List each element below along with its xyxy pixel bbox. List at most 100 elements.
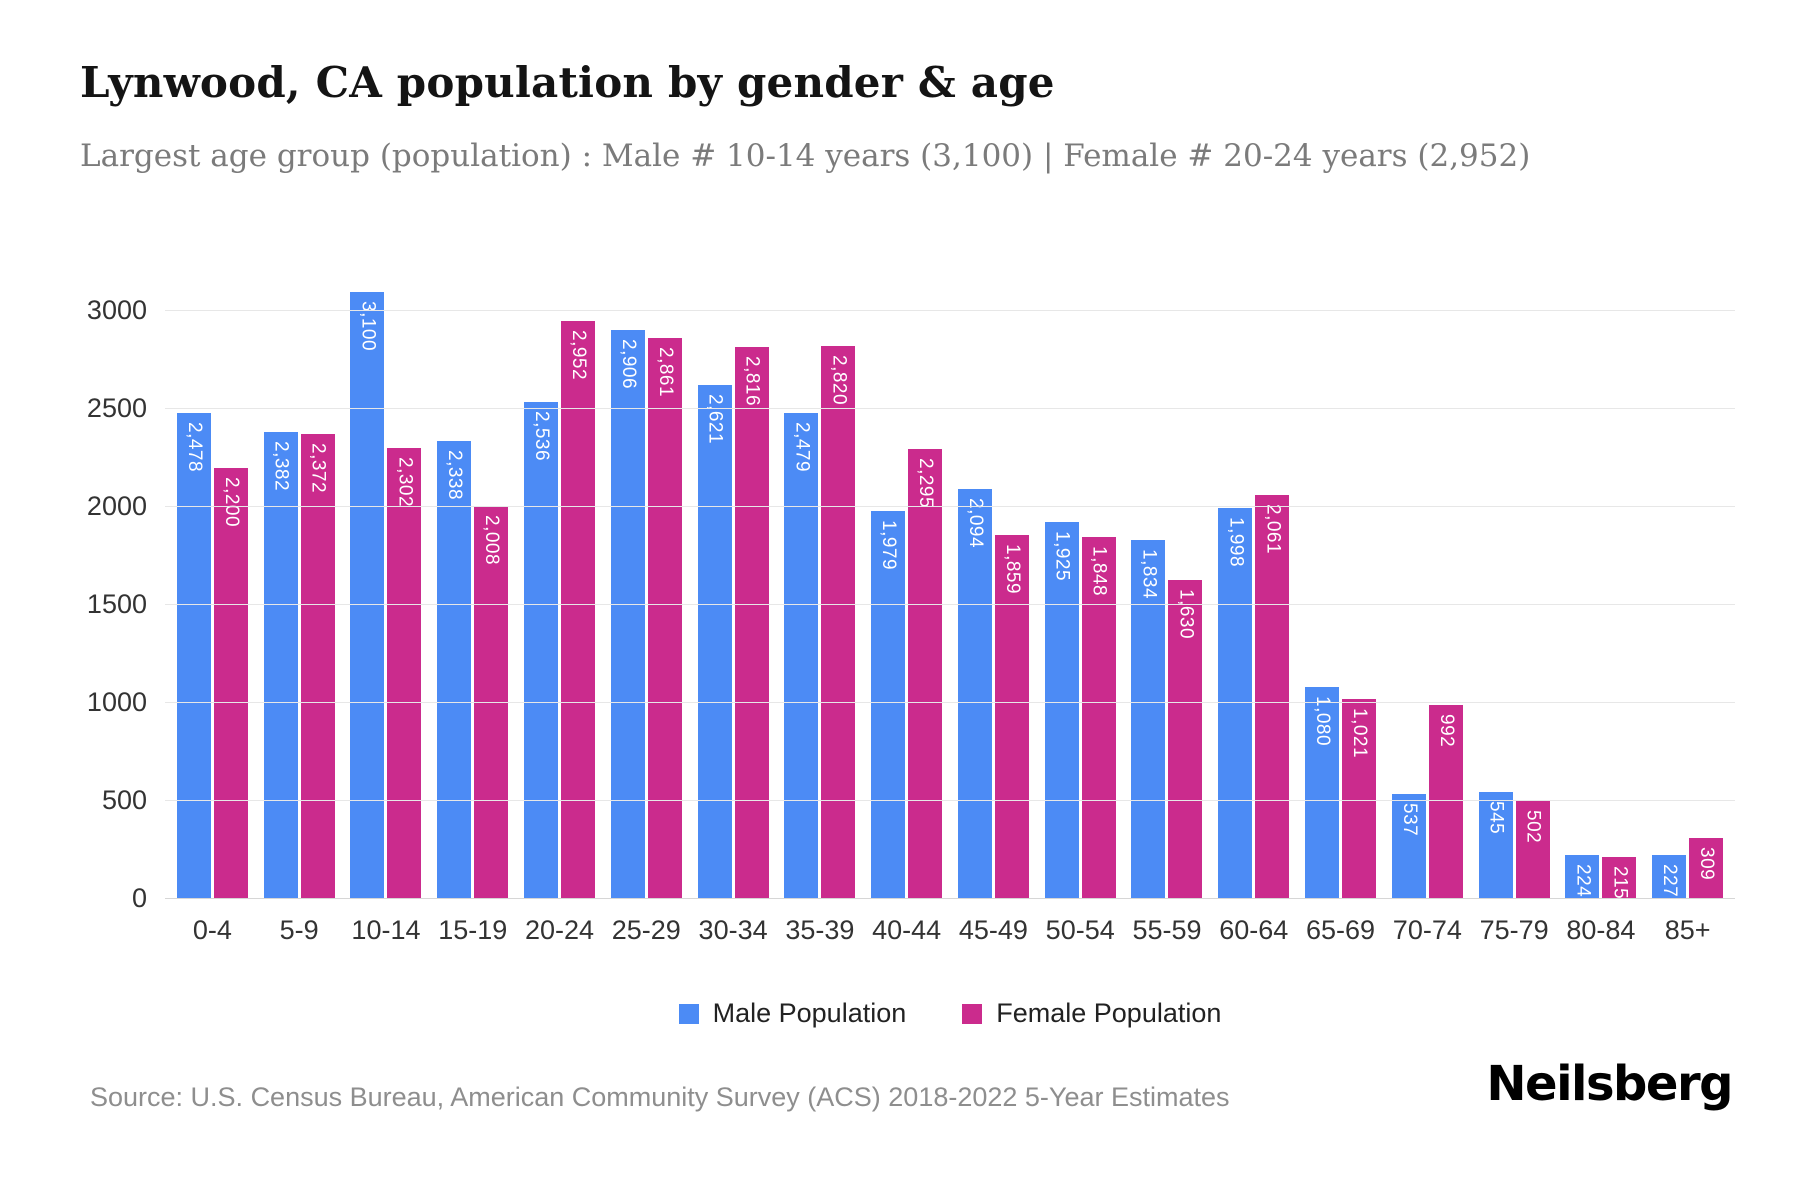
x-tick-label: 45-49 [958, 915, 1028, 945]
female-bar: 2,200 [213, 467, 248, 899]
male-bar: 2,478 [176, 413, 211, 899]
male-bar: 2,536 [524, 402, 559, 899]
male-bar: 2,338 [437, 440, 472, 899]
legend-label-female: Female Population [996, 998, 1222, 1028]
female-swatch-icon [962, 1003, 983, 1024]
page-title: Lynwood, CA population by gender & age [80, 58, 1055, 107]
bar-group: 3,100 2,302 [343, 272, 430, 899]
female-bar: 309 [1689, 838, 1724, 899]
bar-group: 227 309 [1644, 272, 1731, 899]
female-bar: 2,372 [300, 434, 335, 899]
bar-value-label: 992 [1435, 713, 1457, 747]
x-tick-label: 50-54 [1045, 915, 1115, 945]
x-tick-label: 30-34 [698, 915, 768, 945]
bar-value-label: 2,479 [791, 422, 813, 473]
bar-group: 1,925 1,848 [1037, 272, 1124, 899]
x-tick-label: 35-39 [785, 915, 855, 945]
x-tick-label: 20-24 [524, 915, 595, 945]
bar-group: 2,479 2,820 [776, 272, 863, 899]
bar-groups: 2,478 2,200 2,382 2,372 3,100 2,302 2,338 2,008… [165, 272, 1735, 899]
bar-value-label: 1,080 [1312, 696, 1334, 747]
male-bar: 1,925 [1044, 521, 1079, 899]
gridline [165, 506, 1735, 508]
male-bar: 2,479 [784, 413, 819, 899]
bar-value-label: 502 [1522, 809, 1544, 843]
male-bar: 537 [1391, 793, 1426, 899]
bar-group: 537 992 [1384, 272, 1471, 899]
page-subtitle: Largest age group (population) : Male # … [80, 138, 1531, 174]
male-bar: 227 [1652, 854, 1687, 899]
y-tick-label: 1000 [86, 687, 147, 718]
male-bar: 1,080 [1305, 687, 1340, 899]
x-tick-label: 15-19 [438, 915, 508, 945]
bar-value-label: 1,021 [1349, 707, 1371, 758]
gridline [165, 604, 1735, 606]
y-axis: 0 500 1000 1500 2000 2500 3000 [80, 272, 165, 912]
y-tick-label: 1500 [86, 589, 147, 620]
female-bar: 2,820 [821, 346, 856, 899]
bar-value-label: 2,861 [654, 347, 676, 398]
x-tick-label: 0-4 [192, 915, 232, 945]
male-bar: 2,906 [610, 329, 645, 899]
gridline [165, 310, 1735, 312]
bar-value-label: 2,295 [915, 458, 937, 509]
bar-value-label: 2,536 [531, 411, 553, 462]
male-swatch-icon [678, 1003, 699, 1024]
bar-value-label: 309 [1696, 847, 1718, 881]
bar-group: 2,621 2,816 [690, 272, 777, 899]
male-bar: 1,834 [1131, 539, 1166, 899]
female-bar: 1,859 [994, 534, 1029, 899]
female-bar: 502 [1515, 800, 1550, 899]
gridline [165, 702, 1735, 704]
bar-group: 2,536 2,952 [516, 272, 603, 899]
bar-group: 224 215 [1558, 272, 1645, 899]
gridline [165, 408, 1735, 410]
legend-item-female: Female Population [962, 998, 1221, 1029]
female-bar: 2,861 [647, 338, 682, 899]
bar-group: 2,382 2,372 [256, 272, 343, 899]
brand-logo: Neilsberg [1486, 1056, 1733, 1112]
bar-value-label: 227 [1659, 863, 1681, 897]
y-tick-label: 0 [131, 883, 147, 913]
male-bar: 1,979 [871, 511, 906, 899]
x-tick-label: 75-79 [1479, 915, 1549, 945]
bar-value-label: 3,100 [357, 300, 379, 351]
plot-area: 2,478 2,200 2,382 2,372 3,100 2,302 2,338 2,008… [165, 272, 1735, 899]
x-tick-label: 60-64 [1219, 915, 1289, 945]
female-bar: 2,302 [387, 447, 422, 899]
bar-value-label: 2,302 [394, 456, 416, 507]
bar-group: 1,080 1,021 [1297, 272, 1384, 899]
female-bar: 2,816 [734, 347, 769, 899]
male-bar: 2,382 [263, 432, 298, 899]
male-bar: 545 [1478, 792, 1513, 899]
female-bar: 1,021 [1342, 698, 1377, 899]
legend-item-male: Male Population [678, 998, 906, 1029]
female-bar: 992 [1428, 704, 1463, 899]
male-bar: 2,621 [697, 385, 732, 899]
bar-value-label: 1,998 [1225, 516, 1247, 567]
bar-value-label: 1,979 [878, 520, 900, 571]
bar-value-label: 537 [1398, 802, 1420, 836]
bar-value-label: 545 [1485, 801, 1507, 835]
bar-group: 1,979 2,295 [863, 272, 950, 899]
bar-value-label: 2,382 [270, 441, 292, 492]
bar-value-label: 1,925 [1051, 530, 1073, 581]
female-bar: 2,061 [1255, 495, 1290, 899]
bar-value-label: 2,478 [183, 422, 205, 473]
bar-value-label: 1,848 [1088, 545, 1110, 596]
male-bar: 3,100 [350, 291, 385, 899]
bar-value-label: 1,859 [1001, 543, 1023, 594]
legend: Male Population Female Population [165, 998, 1735, 1029]
bar-group: 545 502 [1471, 272, 1558, 899]
bar-group: 2,906 2,861 [603, 272, 690, 899]
male-bar: 224 [1565, 855, 1600, 899]
male-bar: 1,998 [1218, 507, 1253, 899]
x-tick-label: 65-69 [1306, 915, 1376, 945]
x-tick-label: 55-59 [1132, 915, 1202, 945]
bar-group: 2,478 2,200 [169, 272, 256, 899]
female-bar: 1,630 [1168, 579, 1203, 899]
y-tick-label: 500 [101, 785, 147, 816]
gridline [165, 800, 1735, 802]
bar-value-label: 2,061 [1262, 504, 1284, 555]
